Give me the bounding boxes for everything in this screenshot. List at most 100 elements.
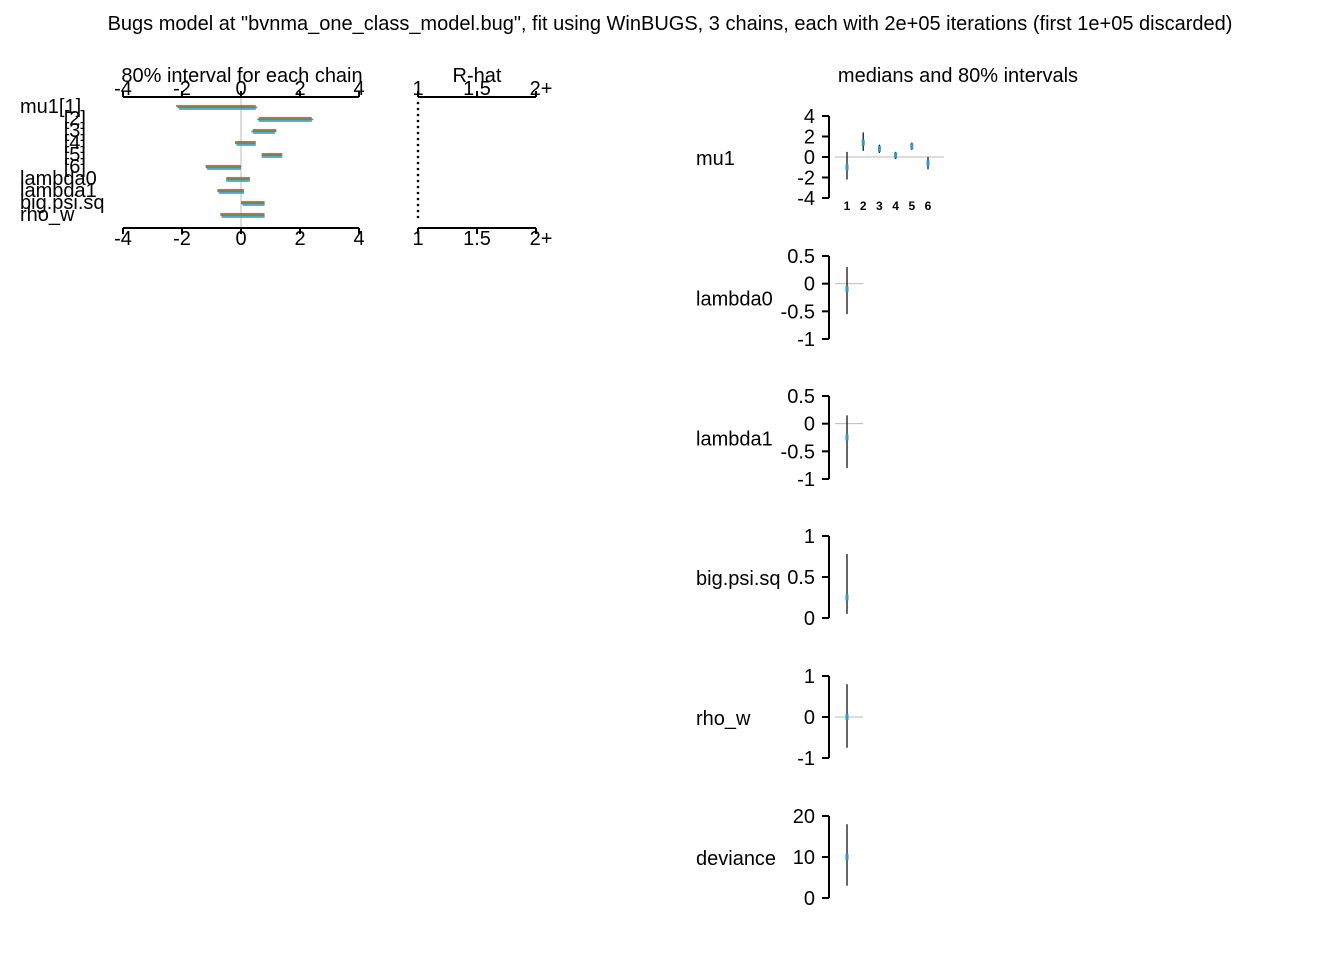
median-marker: [845, 714, 849, 720]
tick-label-top: 4: [353, 78, 364, 100]
rhat-tick-label-bottom: 1.5: [463, 228, 491, 250]
row-label: mu1[1]: [20, 96, 81, 118]
rhat-point: [416, 125, 420, 129]
y-tick-label: 1: [804, 666, 815, 688]
tick-label-bottom: -2: [173, 228, 191, 250]
median-marker: [910, 143, 914, 150]
y-tick-label: 0: [804, 608, 815, 630]
y-tick-label: 0: [804, 274, 815, 296]
rhat-point: [416, 149, 420, 153]
rhat-tick-label-bottom: 2+: [530, 228, 553, 250]
row-label: [6]: [64, 156, 86, 178]
category-label: 3: [876, 199, 883, 213]
row-label: [3]: [64, 120, 86, 142]
row-label: rho_w: [20, 204, 75, 226]
rhat-point: [416, 107, 420, 111]
y-tick-label: -2: [797, 168, 815, 190]
y-tick-label: 0: [804, 707, 815, 729]
median-marker: [861, 139, 865, 146]
tick-label-bottom: -4: [114, 228, 132, 250]
y-tick-label: 0.5: [787, 246, 815, 268]
median-marker: [894, 152, 898, 159]
category-label: 6: [925, 199, 932, 213]
tick-label-bottom: 4: [353, 228, 364, 250]
interval-panel-big.psi.sq: 1 0.5 0 big.psi.sq: [696, 526, 849, 630]
category-label: 2: [860, 199, 867, 213]
row-label: lambda0: [20, 168, 97, 190]
rhat-title: R-hat: [453, 65, 502, 87]
chain-interval-title: 80% interval for each chain: [121, 65, 362, 87]
rhat-point: [416, 143, 420, 147]
rhat-point: [416, 185, 420, 189]
category-label: 1: [844, 199, 851, 213]
row-label: [4]: [64, 132, 86, 154]
rhat-point: [416, 137, 420, 141]
parameter-label: lambda0: [696, 289, 773, 311]
row-label: [5]: [64, 144, 86, 166]
y-tick-label: -4: [797, 188, 815, 210]
y-tick-label: -1: [797, 329, 815, 351]
y-tick-label: 0: [804, 414, 815, 436]
y-tick-label: -0.5: [781, 441, 815, 463]
rhat-point: [416, 191, 420, 195]
y-tick-label: 0.5: [787, 386, 815, 408]
tick-label-top: -4: [114, 78, 132, 100]
rhat-point: [416, 167, 420, 171]
y-tick-label: 1: [804, 526, 815, 548]
rhat-tick-label-bottom: 1: [412, 228, 423, 250]
tick-label-top: 2: [294, 78, 305, 100]
tick-label-bottom: 2: [294, 228, 305, 250]
rhat-point: [416, 119, 420, 123]
rhat-point: [416, 209, 420, 213]
rhat-point: [416, 101, 420, 105]
row-label: big.psi.sq: [20, 192, 105, 214]
y-tick-label: -1: [797, 748, 815, 770]
rhat-panel: 1 1.5 2+ 1 1.5 2+: [412, 78, 552, 250]
tick-label-top: -2: [173, 78, 191, 100]
parameter-label: lambda1: [696, 429, 773, 451]
rhat-tick-label-top: 1: [412, 78, 423, 100]
rhat-point: [416, 161, 420, 165]
median-marker: [877, 145, 881, 152]
tick-label-bottom: 0: [235, 228, 246, 250]
interval-panel-deviance: 20 10 0 deviance: [696, 806, 849, 910]
median-marker: [845, 434, 849, 441]
rhat-point: [416, 173, 420, 177]
y-tick-label: 0.5: [787, 567, 815, 589]
row-label: lambda1: [20, 180, 97, 202]
category-label: 4: [892, 199, 899, 213]
parameter-label: rho_w: [696, 708, 751, 730]
rhat-point: [416, 197, 420, 201]
y-tick-label: -0.5: [781, 301, 815, 323]
parameter-label: mu1: [696, 148, 735, 170]
y-tick-label: 10: [793, 847, 815, 869]
median-marker: [845, 854, 849, 860]
parameter-label: big.psi.sq: [696, 568, 781, 590]
category-label: 5: [908, 199, 915, 213]
row-label: [2]: [64, 108, 86, 130]
y-tick-label: 4: [804, 106, 815, 128]
medians-title: medians and 80% intervals: [838, 65, 1078, 87]
rhat-tick-label-top: 2+: [530, 78, 553, 100]
y-tick-label: 2: [804, 127, 815, 149]
rhat-point: [416, 131, 420, 135]
interval-panel-rho_w: 1 0 -1 rho_w: [696, 666, 863, 770]
y-tick-label: 0: [804, 888, 815, 910]
median-marker: [926, 160, 930, 167]
rhat-point: [416, 113, 420, 117]
chain-interval-panel: -4 -2 0 2 4 -4 -2 0 2 4 mu1[1][2][3][4][5][6]lambd…: [20, 78, 365, 250]
median-marker: [845, 164, 849, 171]
tick-label-top: 0: [235, 78, 246, 100]
y-tick-label: -1: [797, 469, 815, 491]
median-marker: [845, 594, 849, 601]
y-tick-label: 0: [804, 147, 815, 169]
rhat-point: [416, 215, 420, 219]
interval-panel-lambda1: 0.5 0 -0.5 -1 lambda1: [696, 386, 863, 491]
rhat-point: [416, 155, 420, 159]
figure-title: Bugs model at "bvnma_one_class_model.bug…: [108, 13, 1233, 35]
median-marker: [845, 286, 849, 293]
rhat-point: [416, 203, 420, 207]
